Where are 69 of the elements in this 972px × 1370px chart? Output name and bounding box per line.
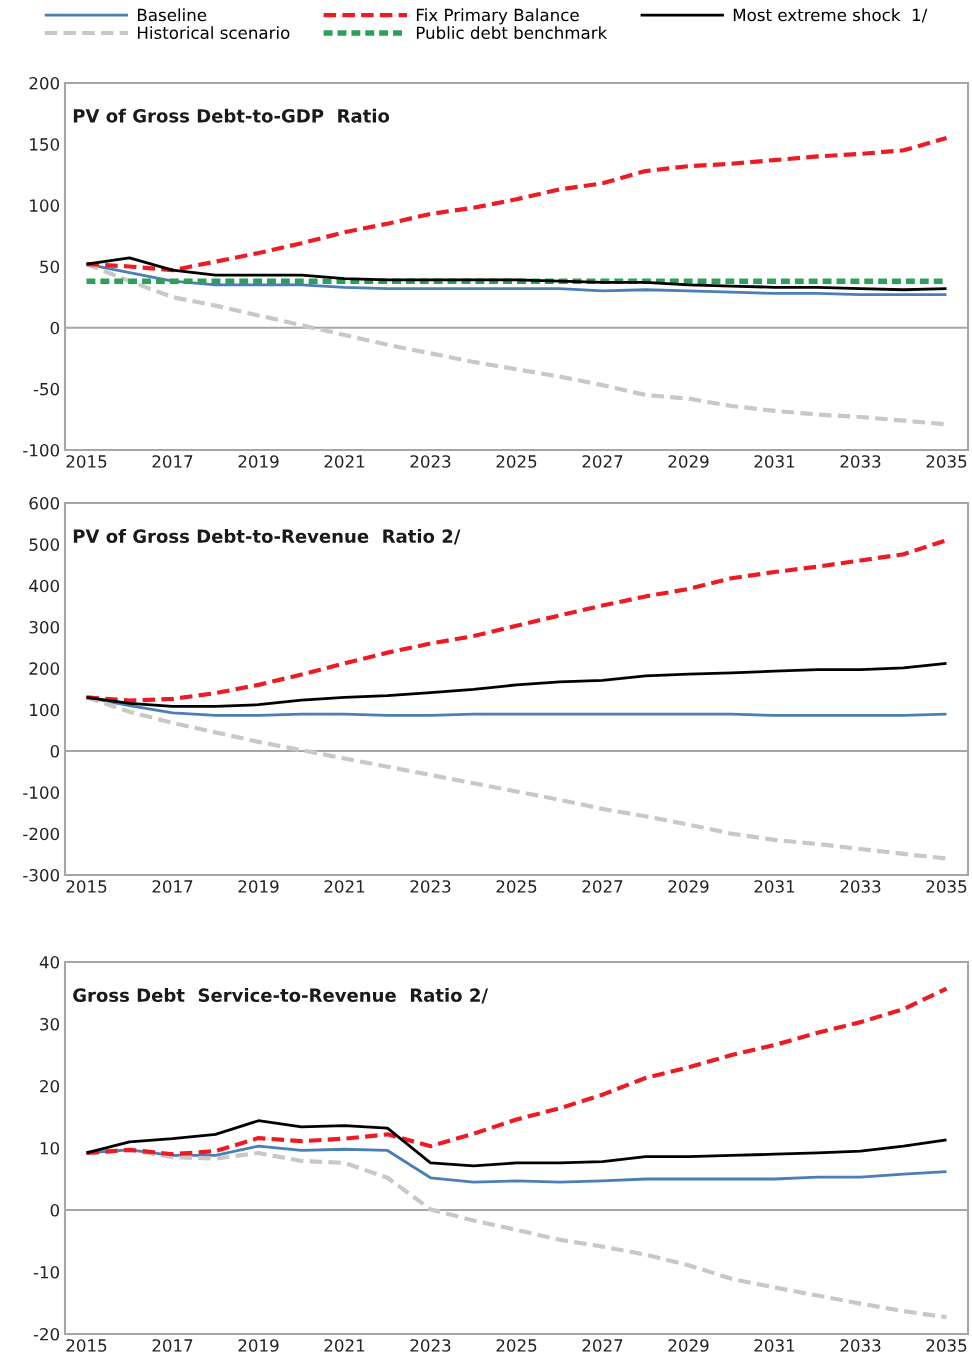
y-tick-label: 100 <box>30 703 60 717</box>
x-tick-label: 2027 <box>582 880 623 893</box>
x-tick-label: 2015 <box>66 1339 107 1352</box>
x-tick-label: 2021 <box>324 880 365 893</box>
y-tick-label: 30 <box>40 1017 60 1031</box>
y-tick-label: -100 <box>23 786 60 799</box>
y-tick-label: -300 <box>23 868 60 882</box>
y-tick-label: 0 <box>50 744 60 758</box>
y-tick-label: 40 <box>39 955 60 969</box>
y-tick-label: 10 <box>40 1141 60 1155</box>
x-tick-label: 2035 <box>926 455 967 468</box>
text: Gross Debt Service-to-Revenue Ratio 2/ <box>73 988 489 1004</box>
legend-label: Most extreme shock 1/ <box>733 8 928 23</box>
x-tick-label: 2025 <box>496 880 537 893</box>
x-tick-label: 2017 <box>152 1339 193 1352</box>
y-tick-label: -20 <box>33 1327 60 1341</box>
y-tick-label: 20 <box>40 1079 60 1093</box>
y-tick-label: 0 <box>50 1203 60 1217</box>
x-tick-label: 2027 <box>582 1339 623 1352</box>
text: PV of Gross Debt-to-GDP Ratio <box>73 108 390 123</box>
y-tick-label: -50 <box>33 382 60 396</box>
x-tick-label: 2031 <box>754 1339 795 1352</box>
x-tick-label: 2017 <box>152 880 193 893</box>
y-tick-label: 150 <box>30 138 60 151</box>
x-tick-label: 2031 <box>754 880 795 893</box>
line-series <box>85 1119 948 1168</box>
x-tick-label: 2031 <box>754 455 795 468</box>
x-tick-label: 2023 <box>410 455 451 468</box>
y-tick-label: 100 <box>30 199 60 212</box>
x-tick-label: 2033 <box>840 455 881 468</box>
y-tick-label: 200 <box>29 76 60 90</box>
x-tick-label: 2023 <box>410 880 451 893</box>
y-tick-label: 200 <box>29 662 60 675</box>
x-tick-label: 2019 <box>238 880 279 893</box>
x-tick-label: 2025 <box>496 455 537 468</box>
x-tick-label: 2033 <box>840 880 881 893</box>
x-tick-label: 2021 <box>324 1339 365 1352</box>
y-tick-label: 300 <box>29 620 60 634</box>
line-series <box>84 135 949 273</box>
line-series <box>85 661 948 708</box>
x-tick-label: 2021 <box>324 455 365 468</box>
x-tick-label: 2029 <box>668 1339 709 1352</box>
y-tick-label: -100 <box>23 443 60 457</box>
x-tick-label: 2015 <box>66 455 107 468</box>
y-tick-label: -200 <box>23 827 60 841</box>
legend-label: Baseline <box>138 8 207 22</box>
y-tick-label: 600 <box>29 496 60 510</box>
x-tick-label: 2025 <box>496 1339 537 1352</box>
legend-label: Fix Primary Balance <box>416 8 579 25</box>
x-tick-label: 2023 <box>410 1339 451 1352</box>
x-tick-label: 2029 <box>668 455 709 468</box>
y-tick-label: -10 <box>33 1265 60 1279</box>
text: PV of Gross Debt-to-Revenue Ratio 2/ <box>73 529 461 545</box>
x-tick-label: 2017 <box>152 455 193 468</box>
y-tick-label: 50 <box>40 260 60 274</box>
x-tick-label: 2015 <box>66 880 107 893</box>
y-tick-label: 0 <box>50 321 60 335</box>
x-tick-label: 2019 <box>238 1339 279 1352</box>
line-series <box>85 256 948 292</box>
legend-label: Historical scenario <box>138 26 290 40</box>
x-tick-label: 2035 <box>926 1339 967 1352</box>
y-tick-label: 400 <box>29 579 60 593</box>
x-tick-label: 2027 <box>582 455 623 468</box>
x-tick-label: 2019 <box>238 455 279 468</box>
y-tick-label: 500 <box>29 538 60 551</box>
x-tick-label: 2035 <box>926 880 967 893</box>
x-tick-label: 2029 <box>668 880 709 893</box>
legend-label: Public debt benchmark <box>416 26 608 40</box>
x-tick-label: 2033 <box>840 1339 881 1352</box>
